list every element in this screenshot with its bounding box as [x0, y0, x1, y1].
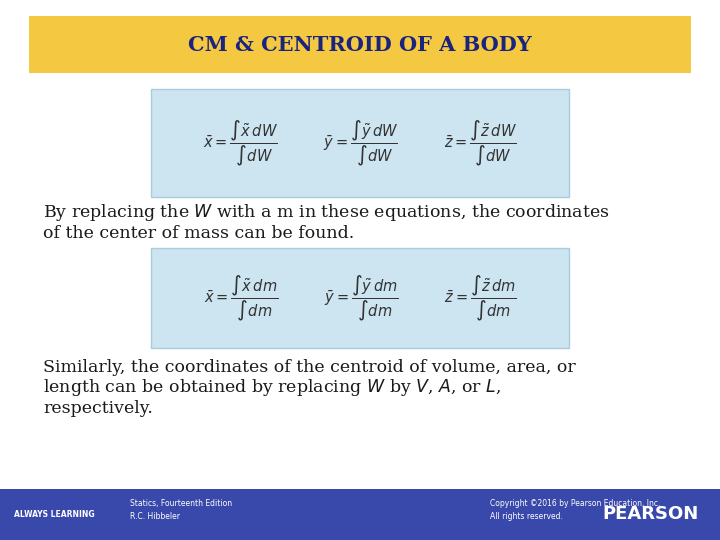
FancyBboxPatch shape — [151, 89, 569, 197]
Text: ALWAYS LEARNING: ALWAYS LEARNING — [14, 510, 95, 518]
Text: $\bar{x} = \dfrac{\int \tilde{x}\, dm}{\int dm}$          $\bar{y} = \dfrac{\int: $\bar{x} = \dfrac{\int \tilde{x}\, dm}{\… — [204, 273, 516, 323]
Text: By replacing the $W$ with a m in these equations, the coordinates: By replacing the $W$ with a m in these e… — [43, 202, 610, 223]
FancyBboxPatch shape — [0, 489, 720, 540]
FancyBboxPatch shape — [151, 248, 569, 348]
Text: length can be obtained by replacing $W$ by $V$, $A$, or $L$,: length can be obtained by replacing $W$ … — [43, 377, 501, 398]
Text: PEARSON: PEARSON — [602, 505, 698, 523]
Text: of the center of mass can be found.: of the center of mass can be found. — [43, 225, 354, 242]
Text: Similarly, the coordinates of the centroid of volume, area, or: Similarly, the coordinates of the centro… — [43, 359, 576, 376]
FancyBboxPatch shape — [29, 16, 691, 73]
Text: $\bar{x} = \dfrac{\int \tilde{x}\, dW}{\int dW}$          $\bar{y} = \dfrac{\int: $\bar{x} = \dfrac{\int \tilde{x}\, dW}{\… — [203, 118, 517, 168]
Text: Copyright ©2016 by Pearson Education, Inc.
All rights reserved.: Copyright ©2016 by Pearson Education, In… — [490, 499, 660, 522]
Text: CM & CENTROID OF A BODY: CM & CENTROID OF A BODY — [188, 35, 532, 55]
Text: Statics, Fourteenth Edition
R.C. Hibbeler: Statics, Fourteenth Edition R.C. Hibbele… — [130, 499, 232, 522]
Text: respectively.: respectively. — [43, 400, 153, 417]
